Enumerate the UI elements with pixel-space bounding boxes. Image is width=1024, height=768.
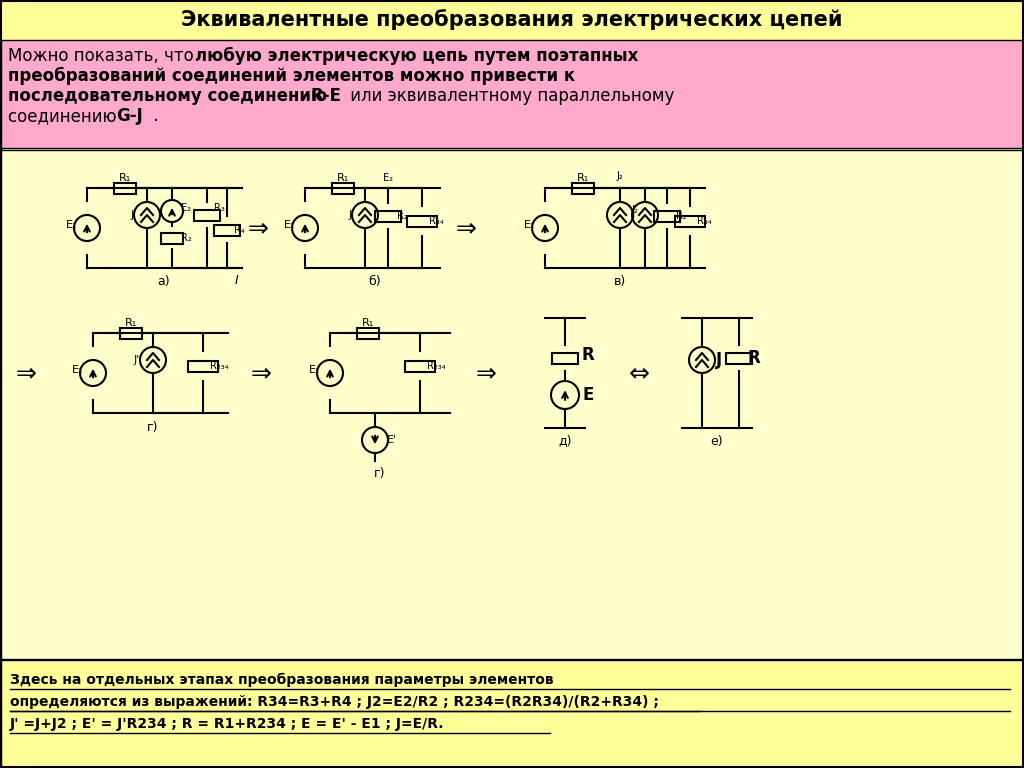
Text: J': J' [134, 355, 140, 365]
Text: J: J [130, 210, 133, 220]
Bar [726, 353, 752, 363]
Text: J₂: J₂ [632, 205, 638, 215]
Bar [188, 360, 218, 372]
Text: преобразований соединений элементов можно привести к: преобразований соединений элементов можн… [8, 67, 575, 85]
Text: ⇒: ⇒ [248, 216, 268, 240]
Text: I: I [236, 273, 239, 286]
Text: E₁: E₁ [309, 365, 321, 375]
Text: E₁: E₁ [73, 365, 84, 375]
Text: ⇒: ⇒ [15, 361, 37, 385]
Text: E₁: E₁ [67, 220, 78, 230]
Text: R₂₃₄: R₂₃₄ [427, 361, 445, 371]
Bar [375, 210, 401, 221]
Bar [654, 210, 680, 221]
Text: R₂: R₂ [676, 211, 686, 221]
Bar [0, 148, 1024, 660]
Text: R₁: R₁ [361, 318, 374, 328]
Text: а): а) [158, 276, 170, 289]
Text: E₂: E₂ [181, 203, 191, 213]
Text: R-E: R-E [310, 87, 341, 105]
Text: г): г) [147, 421, 159, 433]
Bar [332, 183, 354, 194]
Bar [114, 183, 136, 194]
Text: J₂: J₂ [616, 171, 624, 181]
Text: е): е) [711, 435, 723, 448]
Bar [0, 0, 1024, 40]
Text: R₂₃₄: R₂₃₄ [210, 361, 228, 371]
Bar [214, 224, 240, 236]
Text: ⇔: ⇔ [629, 361, 649, 385]
Text: R₁: R₁ [125, 318, 137, 328]
Text: R₁: R₁ [337, 173, 349, 183]
Text: R₂: R₂ [180, 233, 191, 243]
Text: Можно показать, что: Можно показать, что [8, 47, 199, 65]
Text: R₃₄: R₃₄ [429, 216, 443, 226]
Bar [357, 327, 379, 339]
Text: г): г) [374, 466, 386, 479]
Text: E₂: E₂ [383, 173, 393, 183]
Bar [552, 353, 578, 363]
Text: или эквивалентному параллельному: или эквивалентному параллельному [345, 87, 675, 105]
Text: E₁: E₁ [524, 220, 536, 230]
Text: R: R [582, 346, 594, 364]
Text: определяются из выражений: R34=R3+R4 ; J2=E2/R2 ; R234=(R2R34)/(R2+R34) ;: определяются из выражений: R34=R3+R4 ; J… [10, 695, 658, 709]
Text: в): в) [613, 276, 626, 289]
Text: д): д) [558, 435, 571, 448]
Text: Здесь на отдельных этапах преобразования параметры элементов: Здесь на отдельных этапах преобразования… [10, 673, 554, 687]
Text: J: J [632, 210, 635, 220]
Text: ⇒: ⇒ [475, 361, 497, 385]
Bar [0, 660, 1024, 768]
Text: R₁: R₁ [577, 173, 589, 183]
Text: E₁: E₁ [285, 220, 296, 230]
Text: J: J [716, 351, 722, 369]
Text: ⇒: ⇒ [251, 361, 271, 385]
Text: R₃: R₃ [214, 203, 224, 213]
Text: последовательному соединению: последовательному соединению [8, 87, 333, 105]
Bar [572, 183, 594, 194]
Bar [194, 210, 220, 220]
Bar [1, 659, 1023, 767]
Text: R₁: R₁ [119, 173, 131, 183]
Bar [1, 148, 1023, 660]
Text: Эквивалентные преобразования электрических цепей: Эквивалентные преобразования электрическ… [181, 9, 843, 31]
Text: любую электрическую цепь путем поэтапных: любую электрическую цепь путем поэтапных [195, 47, 638, 65]
Text: R₃₄: R₃₄ [696, 216, 712, 226]
Bar [675, 216, 705, 227]
Text: б): б) [369, 276, 381, 289]
Text: E': E' [387, 435, 397, 445]
Text: соединению: соединению [8, 107, 122, 125]
Text: R₄: R₄ [233, 225, 245, 235]
Bar [161, 233, 183, 243]
Text: R: R [748, 349, 761, 367]
Bar [407, 216, 437, 227]
Bar [0, 40, 1024, 150]
Text: E: E [583, 386, 594, 404]
Text: G-J: G-J [116, 107, 142, 125]
Text: J' =J+J2 ; E' = J'R234 ; R = R1+R234 ; E = E' - E1 ; J=E/R.: J' =J+J2 ; E' = J'R234 ; R = R1+R234 ; E… [10, 717, 444, 731]
Text: R₂: R₂ [396, 211, 408, 221]
Text: ⇒: ⇒ [456, 216, 476, 240]
Bar [406, 360, 435, 372]
Bar [120, 327, 142, 339]
Text: J: J [348, 210, 351, 220]
Text: .: . [148, 107, 159, 125]
Bar [1, 40, 1023, 150]
